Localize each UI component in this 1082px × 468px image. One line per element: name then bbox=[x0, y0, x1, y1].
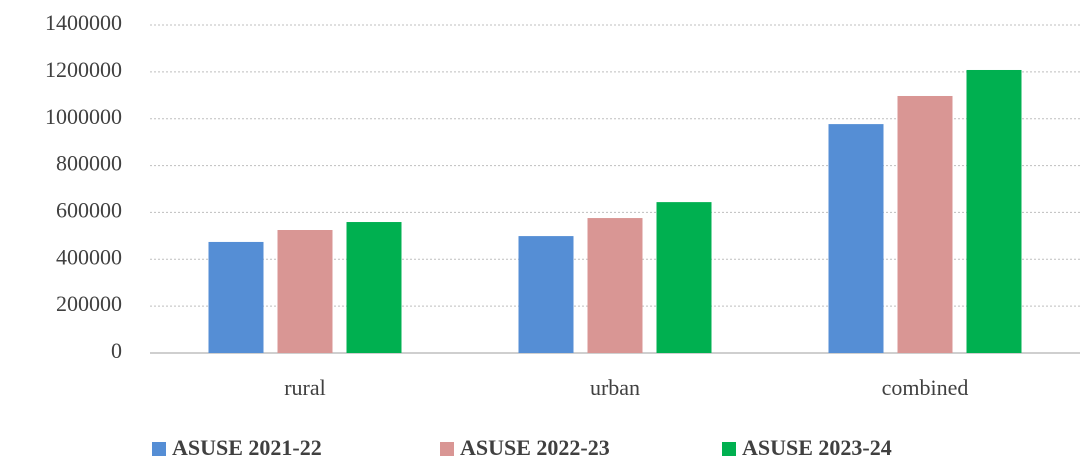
legend-label: ASUSE 2021-22 bbox=[172, 435, 322, 460]
bar bbox=[897, 95, 953, 353]
legend-label: ASUSE 2023-24 bbox=[742, 435, 892, 460]
y-tick-label: 800000 bbox=[56, 151, 122, 176]
bar bbox=[277, 230, 333, 353]
bar bbox=[587, 218, 643, 353]
bar bbox=[346, 222, 402, 353]
x-tick-label: rural bbox=[284, 375, 326, 400]
y-tick-label: 200000 bbox=[56, 291, 122, 316]
bar bbox=[656, 202, 712, 353]
y-tick-label: 1000000 bbox=[45, 104, 122, 129]
y-tick-label: 600000 bbox=[56, 197, 122, 222]
y-tick-label: 1200000 bbox=[45, 57, 122, 82]
legend-swatch bbox=[152, 442, 166, 456]
y-tick-label: 1400000 bbox=[45, 10, 122, 35]
x-tick-label: urban bbox=[590, 375, 640, 400]
legend-swatch bbox=[440, 442, 454, 456]
legend-swatch bbox=[722, 442, 736, 456]
bar bbox=[828, 124, 884, 353]
bar bbox=[208, 241, 264, 353]
bar bbox=[966, 69, 1022, 354]
y-tick-label: 0 bbox=[111, 338, 122, 363]
x-tick-label: combined bbox=[882, 375, 969, 400]
y-tick-label: 400000 bbox=[56, 244, 122, 269]
legend-label: ASUSE 2022-23 bbox=[460, 435, 610, 460]
bar bbox=[518, 236, 574, 353]
